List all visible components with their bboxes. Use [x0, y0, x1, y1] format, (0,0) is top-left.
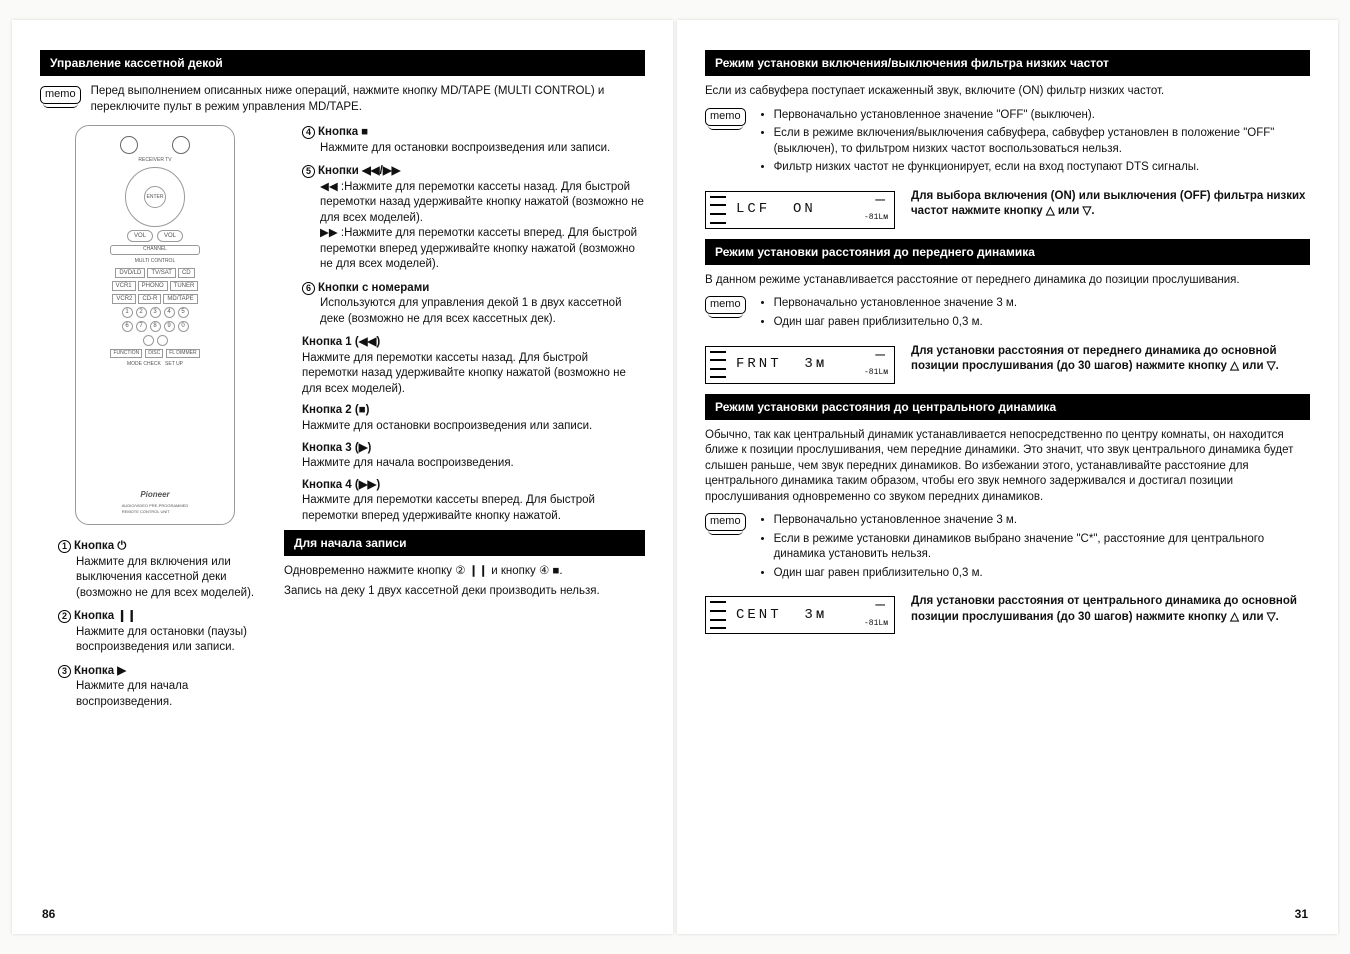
list-item: Один шаг равен приблизительно 0,3 м. — [774, 315, 1017, 331]
list-item: Если в режиме включения/выключения сабву… — [774, 126, 1310, 157]
record-header: Для начала записи — [284, 530, 645, 556]
page-number-86: 86 — [42, 906, 55, 922]
display-frnt: FRNT 3ᴍ — -81Lᴍ — [705, 346, 895, 384]
sec2-display-row: FRNT 3ᴍ — -81Lᴍ Для установки расстояния… — [705, 344, 1310, 384]
memo-icon: memo — [705, 513, 746, 531]
sec2-memo: memo Первоначально установленное значени… — [705, 294, 1310, 335]
memo-icon: memo — [40, 86, 81, 104]
page-number-31: 31 — [1295, 906, 1308, 922]
sec1-display-text: Для выбора включения (ON) или выключения… — [911, 189, 1310, 220]
memo-icon: memo — [705, 296, 746, 314]
sec3-memo: memo Первоначально установленное значени… — [705, 511, 1310, 586]
sec3-display-row: CENT 3ᴍ — -81Lᴍ Для установки расстояния… — [705, 594, 1310, 634]
record-line1: Одновременно нажмите кнопку ② ❙❙ и кнопк… — [284, 564, 645, 580]
sec3-header: Режим установки расстояния до центрально… — [705, 394, 1310, 420]
display-cent: CENT 3ᴍ — -81Lᴍ — [705, 596, 895, 634]
sub-2: Кнопка 2 (■) Нажмите для остановки воспр… — [284, 403, 645, 434]
intro-row: memo Перед выполнением описанных ниже оп… — [40, 84, 645, 115]
list-item: Первоначально установленное значение "OF… — [774, 108, 1310, 124]
page-right: Режим установки включения/выключения фил… — [677, 20, 1338, 934]
item-5: 5Кнопки ◀◀/▶▶ ◀◀ :Нажмите для перемотки … — [284, 164, 645, 273]
list-item: Если в режиме установки динамиков выбран… — [774, 532, 1310, 563]
intro-text: Перед выполнением описанных ниже операци… — [91, 84, 645, 115]
sec1-intro: Если из сабвуфера поступает искаженный з… — [705, 84, 1310, 100]
sec1-memo: memo Первоначально установленное значени… — [705, 106, 1310, 181]
list-item: Первоначально установленное значение 3 м… — [774, 296, 1017, 312]
sub-3: Кнопка 3 (▶) Нажмите для начала воспроиз… — [284, 441, 645, 472]
item-3: 3Кнопка ▶ Нажмите для начала воспроизвед… — [40, 664, 270, 711]
sec1-display-row: LCF ON — -81Lᴍ Для выбора включения (ON)… — [705, 189, 1310, 229]
left-column: RECEIVER TV ENTER VOLVOL CHANNEL MULTI C… — [40, 125, 270, 718]
item-1: 1Кнопка ⏻ Нажмите для включения или выкл… — [40, 539, 270, 601]
memo-icon: memo — [705, 108, 746, 126]
list-item: Фильтр низких частот не функционирует, е… — [774, 160, 1310, 176]
record-line2: Запись на деку 1 двух кассетной деки про… — [284, 584, 645, 600]
right-column: 4Кнопка ■ Нажмите для остановки воспроиз… — [284, 125, 645, 718]
sub-4: Кнопка 4 (▶▶) Нажмите для перемотки касс… — [284, 478, 645, 525]
sec1-header: Режим установки включения/выключения фил… — [705, 50, 1310, 76]
section-header-tape: Управление кассетной декой — [40, 50, 645, 76]
two-column-layout: RECEIVER TV ENTER VOLVOL CHANNEL MULTI C… — [40, 125, 645, 718]
list-item: Один шаг равен приблизительно 0,3 м. — [774, 566, 1310, 582]
sec3-bullets: Первоначально установленное значение 3 м… — [756, 513, 1310, 584]
item-6: 6Кнопки с номерами Используются для упра… — [284, 281, 645, 328]
sec2-display-text: Для установки расстояния от переднего ди… — [911, 344, 1310, 375]
page-left: Управление кассетной декой memo Перед вы… — [12, 20, 673, 934]
sec2-header: Режим установки расстояния до переднего … — [705, 239, 1310, 265]
sec1-bullets: Первоначально установленное значение "OF… — [756, 108, 1310, 179]
sec3-intro: Обычно, так как центральный динамик уста… — [705, 428, 1310, 506]
remote-diagram: RECEIVER TV ENTER VOLVOL CHANNEL MULTI C… — [75, 125, 235, 525]
sec2-bullets: Первоначально установленное значение 3 м… — [756, 296, 1017, 333]
sub-1: Кнопка 1 (◀◀) Нажмите для перемотки касс… — [284, 335, 645, 397]
item-2: 2Кнопка ❙❙ Нажмите для остановки (паузы)… — [40, 609, 270, 656]
item-4: 4Кнопка ■ Нажмите для остановки воспроиз… — [284, 125, 645, 156]
sec3-display-text: Для установки расстояния от центрального… — [911, 594, 1310, 625]
sec2-intro: В данном режиме устанавливается расстоян… — [705, 273, 1310, 289]
display-lcf: LCF ON — -81Lᴍ — [705, 191, 895, 229]
list-item: Первоначально установленное значение 3 м… — [774, 513, 1310, 529]
